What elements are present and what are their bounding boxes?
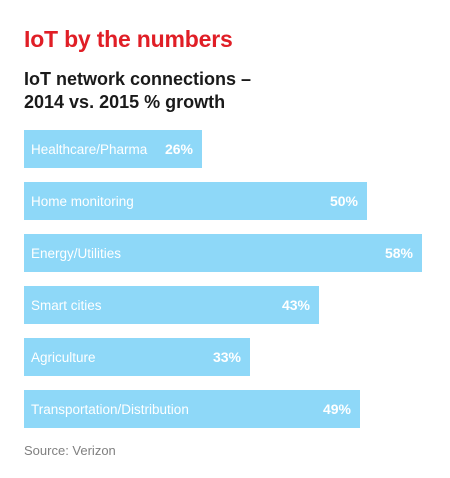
category-label: Smart cities — [31, 298, 102, 313]
bar — [24, 182, 367, 220]
category-label: Transportation/Distribution — [31, 402, 189, 417]
category-label: Healthcare/Pharma — [31, 142, 148, 157]
page-headline: IoT by the numbers — [24, 26, 233, 52]
value-label: 50% — [330, 193, 359, 209]
category-label: Energy/Utilities — [31, 246, 121, 261]
bar-group: Healthcare/Pharma 26% — [24, 130, 202, 168]
source-note: Source: Verizon — [24, 443, 116, 458]
bar — [24, 390, 360, 428]
chart-title-line-1: IoT network connections – — [24, 69, 252, 89]
category-label: Agriculture — [31, 350, 96, 365]
bar — [24, 286, 319, 324]
bar — [24, 130, 202, 168]
bar-group: Agriculture 33% — [24, 338, 250, 376]
chart-title-line-2: 2014 vs. 2015 % growth — [24, 92, 226, 112]
value-label: 33% — [213, 349, 242, 365]
category-label: Home monitoring — [31, 194, 134, 209]
bar-group: Smart cities 43% — [24, 286, 319, 324]
bar-group: Transportation/Distribution 49% — [24, 390, 360, 428]
bar — [24, 338, 250, 376]
bar-group: Home monitoring 50% — [24, 182, 367, 220]
value-label: 43% — [282, 297, 311, 313]
value-label: 58% — [385, 245, 414, 261]
chart-title: IoT network connections – 2014 vs. 2015 … — [24, 68, 424, 114]
value-label: 49% — [323, 401, 352, 417]
value-label: 26% — [165, 141, 194, 157]
bar-group: Energy/Utilities 58% — [24, 234, 422, 272]
bar — [24, 234, 422, 272]
